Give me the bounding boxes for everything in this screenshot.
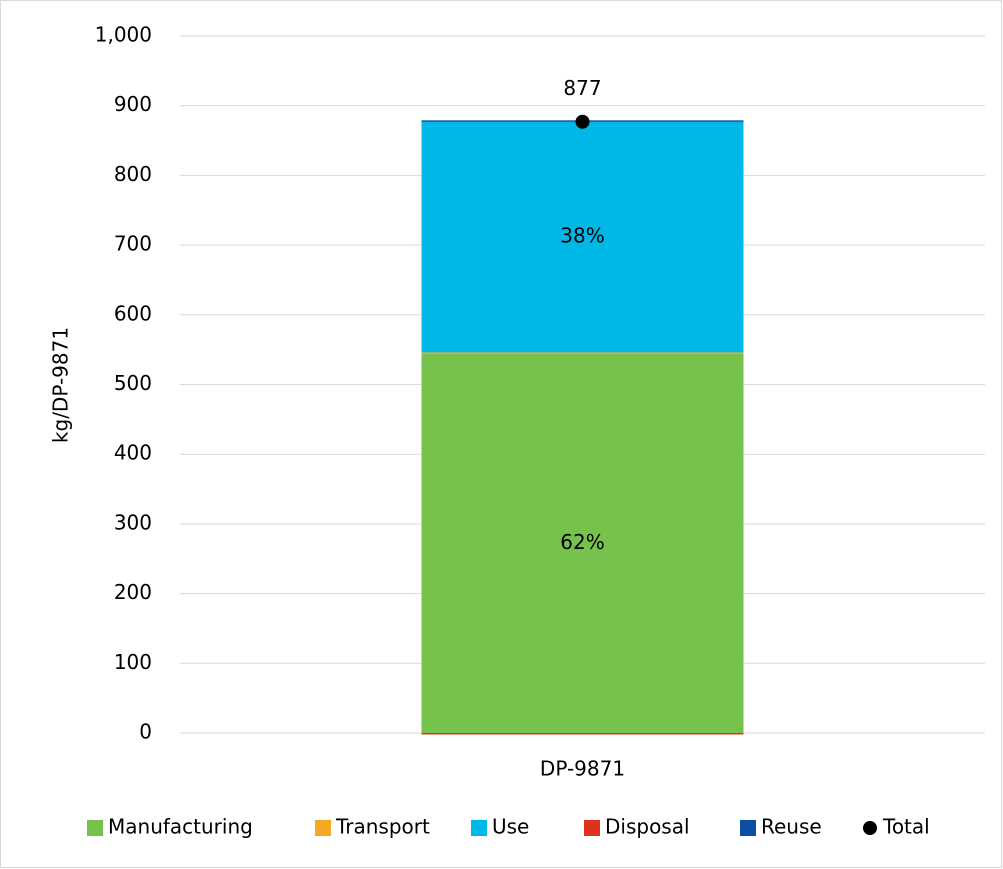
bar-segment (421, 353, 744, 733)
legend-label: Transport (335, 815, 430, 839)
bar-segment (421, 733, 744, 735)
total-marker (575, 114, 590, 129)
y-tick-label: 0 (139, 720, 152, 744)
y-tick-label: 100 (114, 650, 152, 674)
bar-segment (421, 352, 744, 354)
legend-swatch (315, 820, 331, 836)
y-tick-label: 200 (114, 580, 152, 604)
y-tick-label: 900 (114, 92, 152, 116)
total-label: 877 (563, 76, 601, 100)
share-label: 38% (560, 224, 604, 248)
legend-swatch (863, 821, 877, 835)
legend-swatch (740, 820, 756, 836)
legend-swatch (471, 820, 487, 836)
x-tick-label: DP-9871 (540, 757, 625, 781)
y-axis-title: kg/DP-9871 (49, 327, 73, 443)
share-label: 62% (560, 530, 604, 554)
y-tick-label: 400 (114, 441, 152, 465)
y-tick-label: 700 (114, 232, 152, 256)
legend-swatch (87, 820, 103, 836)
legend-label: Manufacturing (108, 815, 253, 839)
legend-label: Disposal (605, 815, 690, 839)
y-tick-label: 300 (114, 510, 152, 534)
y-tick-label: 500 (114, 371, 152, 395)
bar-segment (421, 121, 744, 353)
legend-swatch (584, 820, 600, 836)
legend-label: Reuse (761, 815, 822, 839)
legend-label: Total (882, 815, 930, 839)
y-tick-label: 600 (114, 301, 152, 325)
y-tick-label: 1,000 (95, 23, 152, 47)
y-tick-label: 800 (114, 162, 152, 186)
legend-label: Use (492, 815, 529, 839)
